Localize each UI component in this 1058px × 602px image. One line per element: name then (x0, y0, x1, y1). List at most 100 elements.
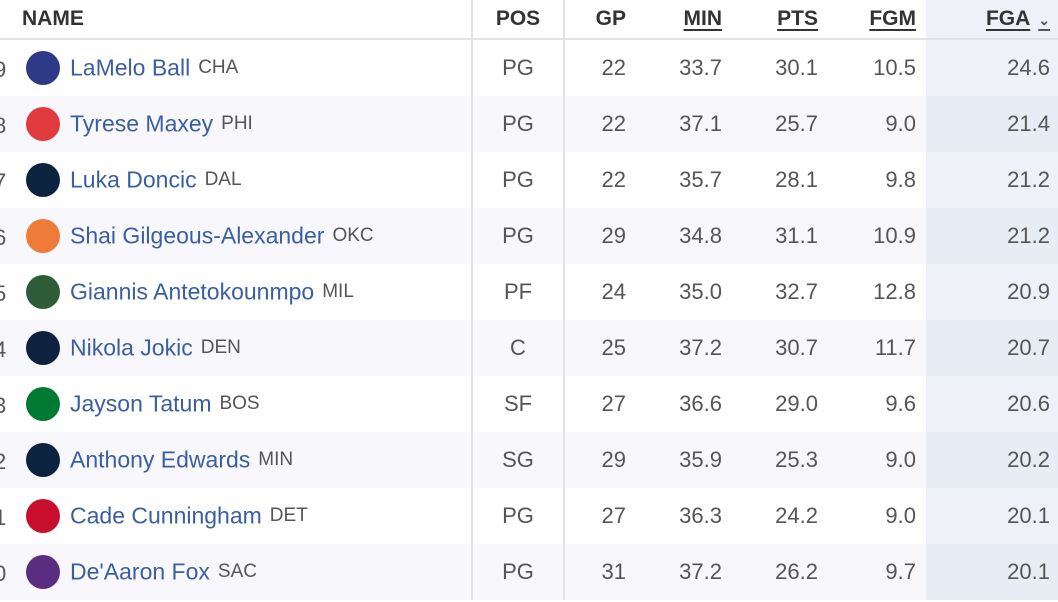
player-link[interactable]: Shai Gilgeous-Alexander (70, 222, 325, 249)
fgm-cell: 9.7 (828, 544, 926, 600)
pos-cell: PG (471, 96, 564, 152)
gp-cell: 22 (563, 39, 636, 96)
fga-cell: 20.7 (926, 320, 1058, 376)
rank: 3 (0, 393, 7, 418)
pos-cell: C (471, 320, 564, 376)
pts-cell: 30.7 (732, 320, 828, 376)
team-abbr: DEN (200, 337, 241, 358)
pos-cell: PG (471, 544, 564, 600)
pts-cell: 24.2 (775, 503, 818, 528)
team-logo-icon (26, 107, 60, 141)
fga-cell: 21.2 (926, 152, 1058, 208)
player-cell: 3 Jayson Tatum BOS (0, 376, 472, 432)
header-fga[interactable]: FGA ⌄ (926, 0, 1058, 40)
pos-cell: SF (471, 376, 564, 432)
min-cell: 37.2 (636, 544, 732, 600)
fga-cell: 20.9 (926, 264, 1058, 320)
team-logo-icon (26, 443, 60, 477)
fgm-cell: 9.0 (828, 96, 926, 152)
player-link[interactable]: Anthony Edwards (70, 446, 251, 473)
rank: 9 (0, 57, 7, 82)
player-cell: 5 Giannis Antetokounmpo MIL (0, 264, 472, 320)
pts-cell: 31.1 (732, 208, 828, 264)
pts-cell: 25.3 (732, 432, 828, 488)
table-row: 6 Shai Gilgeous-Alexander OKC PG 29 34.8 3… (0, 208, 1058, 264)
rank: 1 (0, 505, 7, 530)
fgm-cell: 9.0 (885, 503, 916, 528)
chevron-down-icon: ⌄ (1038, 12, 1050, 28)
min-cell: 34.8 (636, 208, 732, 264)
fgm-cell: 11.7 (828, 320, 926, 376)
player-cell: 0 De'Aaron Fox SAC (0, 544, 472, 600)
team-logo-icon (26, 499, 60, 533)
min-cell: 35.7 (679, 167, 722, 192)
header-name: NAME (0, 0, 472, 40)
pts-cell: 29.0 (775, 391, 818, 416)
player-link[interactable]: Tyrese Maxey (70, 110, 214, 137)
pos-cell: PG (471, 152, 564, 208)
gp-cell: 24 (563, 264, 636, 320)
team-abbr: OKC (332, 225, 374, 246)
table-row: 0 De'Aaron Fox SAC PG 31 37.2 26.2 9.7 20.… (0, 544, 1058, 600)
fgm-cell: 9.8 (885, 167, 916, 192)
header-fgm[interactable]: FGM (828, 0, 926, 40)
player-cell: 8 Tyrese Maxey PHI (0, 96, 472, 152)
rank: 7 (0, 169, 7, 194)
gp-cell: 22 (563, 96, 636, 152)
player-cell: 9 LaMelo Ball CHA (0, 39, 472, 96)
team-abbr: CHA (198, 57, 239, 78)
rank: 0 (0, 561, 7, 586)
gp-cell: 27 (563, 488, 636, 544)
player-link[interactable]: Cade Cunningham (70, 502, 262, 529)
player-cell: 6 Shai Gilgeous-Alexander OKC (0, 208, 472, 264)
team-logo-icon (26, 219, 60, 253)
player-link[interactable]: Giannis Antetokounmpo (70, 278, 315, 305)
header-gp: GP (563, 0, 636, 40)
table-row: 1 Cade Cunningham DET PG 27 36.3 24.2 9.0 … (0, 488, 1058, 544)
min-cell: 33.7 (679, 55, 722, 80)
pos-cell: PG (471, 39, 564, 96)
gp-cell: 25 (563, 320, 636, 376)
fga-cell: 21.2 (926, 208, 1058, 264)
team-abbr: DET (269, 505, 308, 526)
min-cell: 36.3 (679, 503, 722, 528)
player-link[interactable]: De'Aaron Fox (70, 558, 210, 585)
header-pts[interactable]: PTS (732, 0, 828, 40)
rank: 5 (0, 281, 7, 306)
min-cell: 37.1 (636, 96, 732, 152)
pos-cell: PF (471, 264, 564, 320)
player-cell: 7 Luka Doncic DAL (0, 152, 472, 208)
player-link[interactable]: Jayson Tatum (70, 390, 212, 417)
fga-cell: 20.6 (926, 376, 1058, 432)
gp-cell: 29 (563, 432, 636, 488)
fga-cell: 20.2 (926, 432, 1058, 488)
player-link[interactable]: Luka Doncic (70, 166, 197, 193)
team-logo-icon (26, 163, 60, 197)
fgm-cell: 9.0 (828, 432, 926, 488)
header-min[interactable]: MIN (636, 0, 732, 40)
rank: 6 (0, 225, 7, 250)
fgm-cell: 12.8 (873, 279, 916, 304)
pts-cell: 28.1 (775, 167, 818, 192)
team-abbr: MIL (322, 281, 354, 302)
player-link[interactable]: LaMelo Ball (70, 54, 191, 81)
pos-cell: PG (471, 488, 564, 544)
table-row: 5 Giannis Antetokounmpo MIL PF 24 35.0 32.… (0, 264, 1058, 320)
team-abbr: PHI (221, 113, 253, 134)
gp-cell: 27 (563, 376, 636, 432)
fga-cell: 24.6 (926, 39, 1058, 96)
min-cell: 35.0 (679, 279, 722, 304)
gp-cell: 29 (563, 208, 636, 264)
player-link[interactable]: Nikola Jokic (70, 334, 193, 361)
gp-cell: 22 (563, 152, 636, 208)
header-pos: POS (471, 0, 564, 40)
team-logo-icon (26, 387, 60, 421)
gp-cell: 31 (563, 544, 636, 600)
pos-cell: SG (471, 432, 564, 488)
player-cell: 2 Anthony Edwards MIN (0, 432, 472, 488)
pos-cell: PG (471, 208, 564, 264)
min-cell: 36.6 (679, 391, 722, 416)
fgm-cell: 9.6 (885, 391, 916, 416)
team-abbr: SAC (217, 561, 257, 582)
